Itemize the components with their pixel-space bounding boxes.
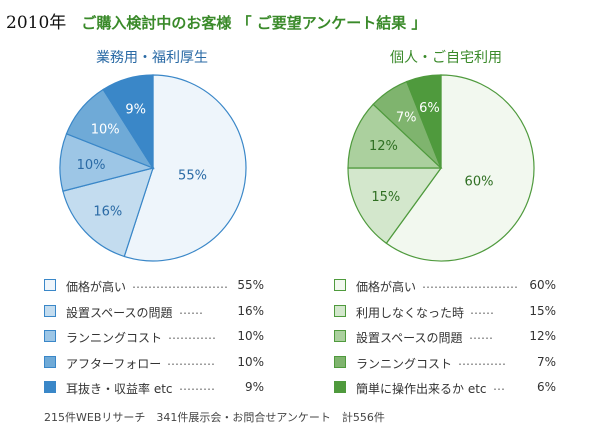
legend-item: 簡単に操作出来るか etc 6% …	[334, 379, 556, 407]
legend-leader-dots: …	[493, 379, 505, 393]
title-heading: ご購入検討中のお客様 「 ご要望アンケート結果 」	[81, 14, 427, 32]
legend-value: 15%	[529, 303, 556, 318]
legend-item: 耳抜き・収益率 etc 9% ………	[44, 379, 264, 407]
chart-title-personal: 個人・ご自宅利用	[390, 50, 502, 66]
pie-slice-2	[347, 167, 443, 245]
legend-business: 価格が高い 55%…………………… 設置スペースの問題 16%…… ランニングコスト 10…	[44, 277, 264, 407]
legend-leader-dots: ……………………	[132, 277, 228, 291]
pie-slice-1	[123, 74, 247, 262]
legend-value: 7%	[536, 354, 556, 369]
legend-swatch	[334, 381, 346, 393]
legend-leader-dots: ………	[179, 379, 215, 393]
legend-label: 利用しなくなった時	[356, 305, 465, 320]
pie-slice-label-1: 60%	[465, 174, 494, 189]
legend-value: 9%	[244, 380, 264, 394]
legend-label: 価格が高い	[356, 280, 417, 294]
pie-chart-business: 55% 16% 10% 10% 9%	[59, 74, 247, 262]
pie-slice-label-2: 16%	[93, 204, 122, 219]
pie-slice-label-4: 10%	[91, 123, 120, 138]
legend-label: アフターフォロー	[66, 356, 162, 371]
legend-value: 10%	[237, 329, 264, 343]
pie-slice-label-2: 15%	[371, 190, 400, 205]
legend-label: ランニングコスト	[356, 356, 453, 371]
legend-swatch	[44, 304, 56, 317]
pie-slice-2	[62, 167, 154, 258]
legend-item: 設置スペースの問題 12% ……	[334, 328, 556, 356]
pie-slice-3	[347, 103, 443, 169]
legend-swatch	[334, 355, 346, 368]
pie-slice-label-1: 55%	[178, 168, 207, 183]
legend-label: 設置スペースの問題	[356, 331, 463, 345]
legend-item: ランニングコスト 10% …………	[44, 328, 264, 356]
legend-leader-dots: ……	[470, 302, 494, 317]
legend-label: ランニングコスト	[66, 331, 163, 345]
legend-value: 60%	[529, 278, 556, 292]
legend-value: 55%	[237, 278, 264, 292]
pie-slice-label-3: 12%	[369, 139, 398, 154]
legend-swatch	[44, 330, 56, 342]
legend-item: 設置スペースの問題 16% ……	[44, 302, 264, 331]
pie-slice-1	[385, 74, 535, 262]
legend-item: 利用しなくなった時 15% ……	[334, 302, 556, 331]
legend-value: 6%	[536, 380, 556, 394]
legend-value: 16%	[237, 303, 264, 318]
pie-slice-label-4: 7%	[396, 111, 417, 126]
legend-label: 耳抜き・収益率 etc	[66, 382, 173, 396]
legend-item: 価格が高い 60% ……………………	[334, 277, 556, 305]
legend-leader-dots: ……	[469, 328, 493, 342]
pie-chart-personal: 60% 15% 12% 7%6%	[347, 74, 535, 262]
pie-slice-label-5: 6%	[419, 101, 440, 116]
legend-swatch	[334, 304, 346, 317]
legend-swatch	[44, 355, 56, 368]
legend-personal: 価格が高い 60% …………………… 利用しなくなった時 15% …… 設置スペースの問題 1…	[334, 277, 556, 407]
legend-swatch	[44, 279, 56, 291]
pie-slice-label-5: 9%	[125, 103, 146, 118]
pie-slice-5	[405, 74, 442, 169]
legend-leader-dots: …………	[168, 328, 216, 342]
legend-label: 簡単に操作出来るか etc	[356, 382, 487, 396]
legend-value: 12%	[529, 329, 556, 343]
page-title: 2010年 ご購入検討中のお客様 「 ご要望アンケート結果 」	[6, 8, 426, 33]
legend-swatch	[334, 330, 346, 342]
legend-label: 設置スペースの問題	[66, 305, 173, 320]
legend-leader-dots: ……………………	[422, 277, 518, 291]
footer-note: 215件WEBリサーチ 341件展示会・お問合せアンケート 計556件	[44, 411, 385, 424]
legend-leader-dots: …………	[167, 353, 215, 368]
chart-title-business: 業務用・福利厚生	[96, 50, 208, 66]
legend-swatch	[334, 279, 346, 291]
legend-label: 価格が高い	[66, 280, 127, 294]
legend-value: 10%	[237, 354, 264, 369]
pie-slice-5	[102, 74, 154, 171]
legend-leader-dots: …………	[458, 353, 506, 368]
legend-item: アフターフォロー 10% …………	[44, 353, 264, 382]
title-year: 2010年	[6, 13, 67, 33]
legend-swatch	[44, 381, 56, 393]
legend-item: 価格が高い 55% ……………………	[44, 277, 264, 305]
legend-leader-dots: ……	[179, 302, 203, 317]
pie-slice-label-3: 10%	[77, 158, 106, 173]
legend-item: ランニングコスト 7% …………	[334, 353, 556, 382]
